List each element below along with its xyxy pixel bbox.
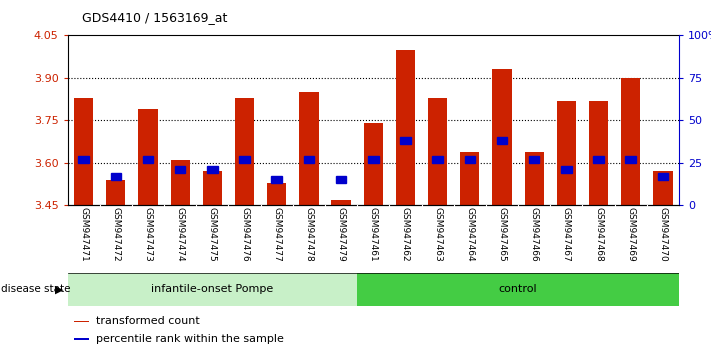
Text: transformed count: transformed count — [96, 316, 200, 326]
FancyBboxPatch shape — [304, 155, 314, 163]
Bar — [235, 98, 255, 205]
Text: GDS4410 / 1563169_at: GDS4410 / 1563169_at — [82, 11, 227, 24]
Text: percentile rank within the sample: percentile rank within the sample — [96, 334, 284, 344]
FancyBboxPatch shape — [368, 155, 378, 163]
Bar — [525, 152, 544, 205]
Bar — [653, 171, 673, 205]
FancyBboxPatch shape — [110, 172, 121, 180]
Bar — [267, 183, 287, 205]
Bar — [74, 321, 89, 322]
Text: ▶: ▶ — [55, 284, 63, 295]
Text: GSM947475: GSM947475 — [208, 207, 217, 262]
Text: GSM947474: GSM947474 — [176, 207, 185, 262]
Text: infantile-onset Pompe: infantile-onset Pompe — [151, 284, 274, 295]
FancyBboxPatch shape — [175, 166, 186, 173]
FancyBboxPatch shape — [239, 155, 250, 163]
Bar — [621, 78, 641, 205]
Bar — [203, 171, 222, 205]
Text: GSM947464: GSM947464 — [465, 207, 474, 262]
Bar — [68, 273, 357, 306]
Text: GSM947471: GSM947471 — [79, 207, 88, 262]
Text: GSM947478: GSM947478 — [304, 207, 314, 262]
FancyBboxPatch shape — [626, 155, 636, 163]
Bar — [428, 98, 447, 205]
FancyBboxPatch shape — [336, 176, 346, 183]
Text: disease state: disease state — [1, 284, 70, 295]
Text: GSM947467: GSM947467 — [562, 207, 571, 262]
Text: GSM947468: GSM947468 — [594, 207, 603, 262]
FancyBboxPatch shape — [561, 166, 572, 173]
Bar — [396, 50, 415, 205]
Bar — [357, 273, 679, 306]
Bar — [74, 338, 89, 340]
Bar — [557, 101, 576, 205]
FancyBboxPatch shape — [593, 155, 604, 163]
FancyBboxPatch shape — [143, 155, 154, 163]
Bar — [492, 69, 512, 205]
Bar — [74, 98, 93, 205]
Text: GSM947472: GSM947472 — [112, 207, 120, 262]
Text: GSM947469: GSM947469 — [626, 207, 635, 262]
Text: GSM947465: GSM947465 — [498, 207, 506, 262]
Bar — [363, 123, 383, 205]
Text: GSM947470: GSM947470 — [658, 207, 668, 262]
FancyBboxPatch shape — [400, 137, 411, 144]
Bar — [331, 200, 351, 205]
FancyBboxPatch shape — [432, 155, 443, 163]
Bar — [139, 109, 158, 205]
FancyBboxPatch shape — [529, 155, 540, 163]
Text: control: control — [499, 284, 538, 295]
Bar — [299, 92, 319, 205]
Bar — [589, 101, 608, 205]
Text: GSM947463: GSM947463 — [433, 207, 442, 262]
Bar — [460, 152, 479, 205]
FancyBboxPatch shape — [207, 166, 218, 173]
FancyBboxPatch shape — [464, 155, 475, 163]
Bar — [171, 160, 190, 205]
FancyBboxPatch shape — [78, 155, 89, 163]
FancyBboxPatch shape — [272, 176, 282, 183]
FancyBboxPatch shape — [497, 137, 508, 144]
Text: GSM947477: GSM947477 — [272, 207, 282, 262]
FancyBboxPatch shape — [658, 172, 668, 180]
Text: GSM947462: GSM947462 — [401, 207, 410, 262]
Text: GSM947466: GSM947466 — [530, 207, 539, 262]
Bar — [106, 180, 125, 205]
Text: GSM947461: GSM947461 — [369, 207, 378, 262]
Text: GSM947479: GSM947479 — [336, 207, 346, 262]
Text: GSM947473: GSM947473 — [144, 207, 152, 262]
Text: GSM947476: GSM947476 — [240, 207, 249, 262]
